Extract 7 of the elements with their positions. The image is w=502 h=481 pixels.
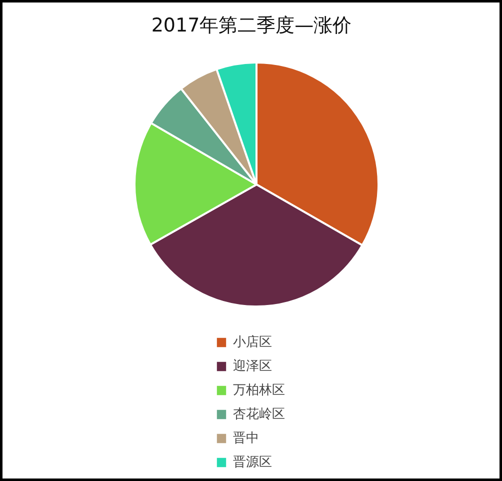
legend-label: 晋源区 [233,454,272,471]
legend-label: 迎泽区 [233,358,272,375]
legend-label: 晋中 [233,430,259,447]
legend-label: 万柏林区 [233,382,285,399]
chart-title: 2017年第二季度—涨价 [151,14,352,36]
legend-label: 小店区 [233,334,272,351]
legend-label: 杏花岭区 [233,406,285,423]
